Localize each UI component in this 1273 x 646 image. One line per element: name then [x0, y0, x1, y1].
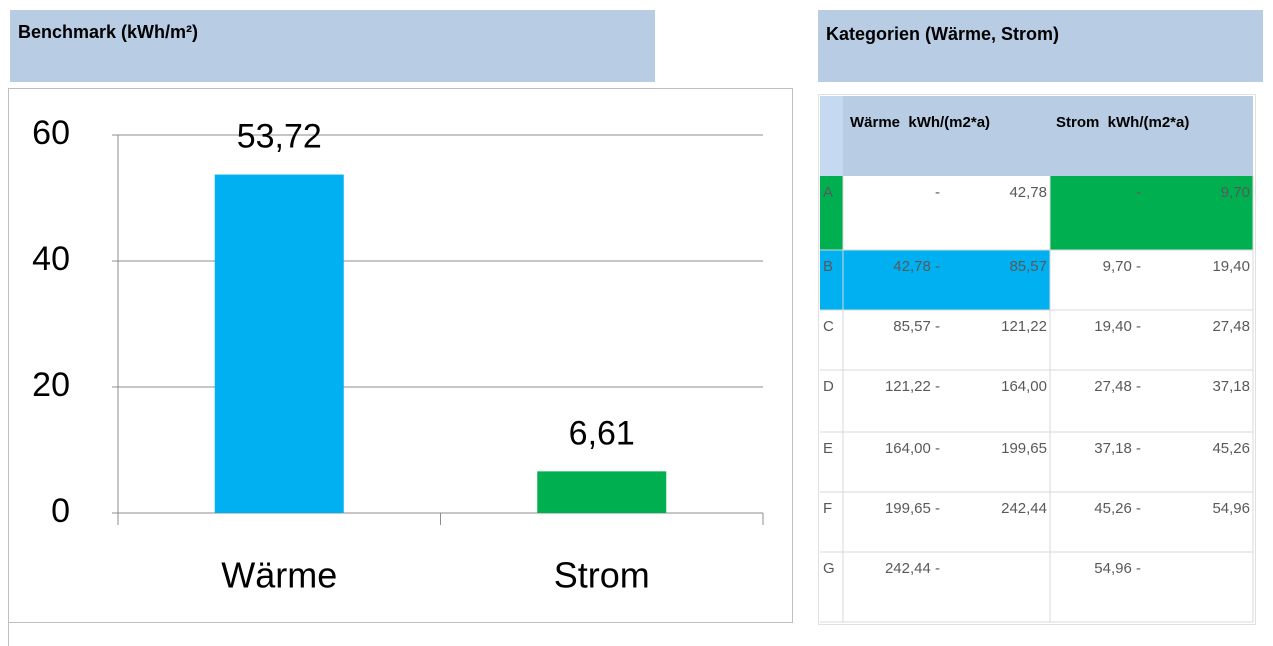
cell: 27,48 -	[1094, 378, 1141, 395]
cell: 45,26	[1212, 440, 1250, 457]
value-label: 53,72	[237, 118, 322, 156]
row-key: F	[823, 500, 832, 517]
cell-highlight	[843, 250, 1050, 310]
cell: -	[1136, 184, 1141, 201]
table-header	[843, 96, 1253, 176]
cell: 37,18	[1212, 378, 1250, 395]
y-tick-label: 20	[32, 366, 70, 404]
cell: 54,96 -	[1094, 560, 1141, 577]
right-title: Kategorien (Wärme, Strom)	[826, 24, 1059, 44]
cell: 199,65	[1001, 440, 1047, 457]
cell: 164,00 -	[885, 440, 940, 457]
cell: 85,57 -	[893, 318, 940, 335]
cell: 45,26 -	[1094, 500, 1141, 517]
row-key: A	[823, 184, 833, 201]
cell: 42,78	[1009, 184, 1047, 201]
x-tick-label: Wärme	[221, 555, 337, 596]
bar	[214, 174, 344, 513]
y-tick-label: 40	[32, 240, 70, 278]
row-key: B	[823, 258, 833, 275]
cell: 121,22 -	[885, 378, 940, 395]
y-tick-label: 60	[32, 114, 70, 152]
cell: 42,78 -	[893, 258, 940, 275]
row-key: E	[823, 440, 833, 457]
cell: 19,40 -	[1094, 318, 1141, 335]
x-tick-label: Strom	[554, 555, 650, 596]
row-key: C	[823, 318, 834, 335]
cell: 27,48	[1212, 318, 1250, 335]
chart-frame	[8, 88, 793, 623]
right-header	[818, 10, 1263, 82]
value-label: 6,61	[569, 414, 635, 452]
cell-highlight	[820, 176, 843, 250]
cell: 9,70 -	[1103, 258, 1141, 275]
cell: 54,96	[1212, 500, 1250, 517]
row-key: G	[823, 560, 835, 577]
cell: 164,00	[1001, 378, 1047, 395]
y-tick-label: 0	[51, 492, 70, 530]
cell: 121,22	[1001, 318, 1047, 335]
cell: 242,44	[1001, 500, 1047, 517]
table-frame	[818, 94, 1256, 625]
row-key: D	[823, 378, 834, 395]
bar	[537, 471, 667, 513]
cell: 37,18 -	[1094, 440, 1141, 457]
cell-highlight	[1050, 176, 1253, 250]
cell: 19,40	[1212, 258, 1250, 275]
left-title: Benchmark (kWh/m²)	[18, 22, 198, 42]
cell: 199,65 -	[885, 500, 940, 517]
column-header: Wärme kWh/(m2*a)	[850, 114, 990, 131]
left-header	[10, 10, 655, 82]
cell: 242,44 -	[885, 560, 940, 577]
column-header: Strom kWh/(m2*a)	[1056, 114, 1189, 131]
cell: 9,70	[1221, 184, 1250, 201]
cell: 85,57	[1009, 258, 1047, 275]
cell: -	[935, 184, 940, 201]
table-header-key	[820, 96, 843, 176]
cell-highlight	[820, 250, 843, 310]
